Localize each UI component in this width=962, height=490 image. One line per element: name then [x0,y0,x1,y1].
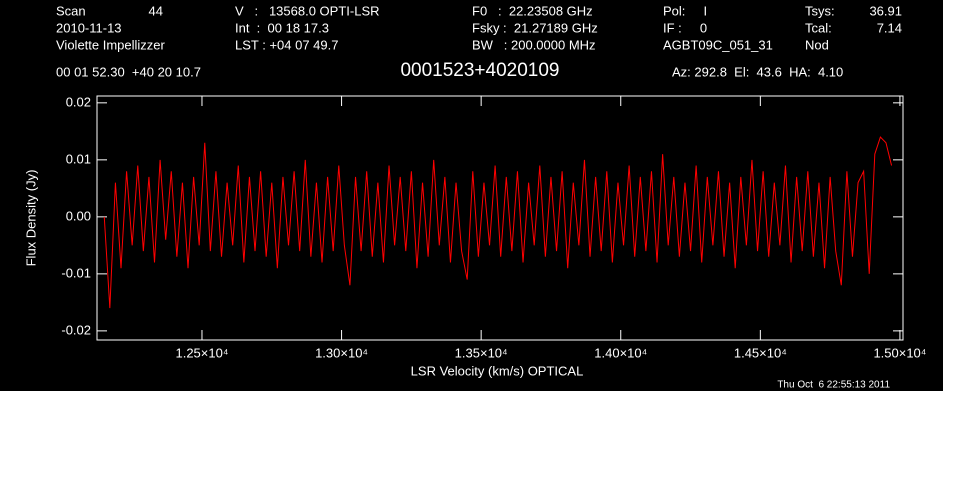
header-item: Tcal: [805,20,832,35]
y-tick-label: 0.02 [66,94,91,109]
y-tick-label: 0.00 [66,208,91,223]
x-tick-label: 1.35×10⁴ [455,345,508,360]
header-item: Nod [805,37,829,52]
header-item: Tsys: [805,3,835,18]
header-item: 7.14 [877,20,902,35]
header-item: 00 01 52.30 +40 20 10.7 [56,64,201,79]
spectrum-line [103,136,893,309]
header-item: BW : 200.0000 MHz [472,37,596,52]
x-tick-label: 1.50×10⁴ [873,345,926,360]
header-item: Pol: I [663,3,707,18]
x-tick-label: 1.45×10⁴ [734,345,787,360]
x-tick-label: 1.25×10⁴ [175,345,228,360]
y-tick-label: -0.01 [61,265,91,280]
header-item: V : 13568.0 OPTI-LSR [235,3,380,18]
header-item: 44 [149,3,163,18]
header-item: AGBT09C_051_31 [663,37,773,52]
chart-title: 0001523+4020109 [400,60,559,81]
header-item: IF : 0 [663,20,707,35]
header-item: Violette Impellizzer [56,37,166,52]
y-tick-label: -0.02 [61,322,91,337]
header-item: Int : 00 18 17.3 [235,20,329,35]
x-tick-label: 1.40×10⁴ [594,345,647,360]
x-axis-label: LSR Velocity (km/s) OPTICAL [411,363,584,378]
x-tick-label: 1.30×10⁴ [315,345,368,360]
y-axis-label: Flux Density (Jy) [23,170,38,267]
header-item: Fsky : 21.27189 GHz [472,20,598,35]
header-item: 2010-11-13 [56,20,122,35]
header-item: LST : +04 07 49.7 [235,37,338,52]
header: Scan 44 2010-11-13 Violette Impellizzer … [56,3,902,79]
plot-frame [96,95,904,341]
timestamp: Thu Oct 6 22:55:13 2011 [777,380,890,391]
y-tick-label: 0.01 [66,151,91,166]
header-item: Scan [56,3,86,18]
header-item: Az: 292.8 El: 43.6 HA: 4.10 [672,64,843,79]
header-item: F0 : 22.23508 GHz [472,3,593,18]
header-item: 36.91 [869,3,902,18]
